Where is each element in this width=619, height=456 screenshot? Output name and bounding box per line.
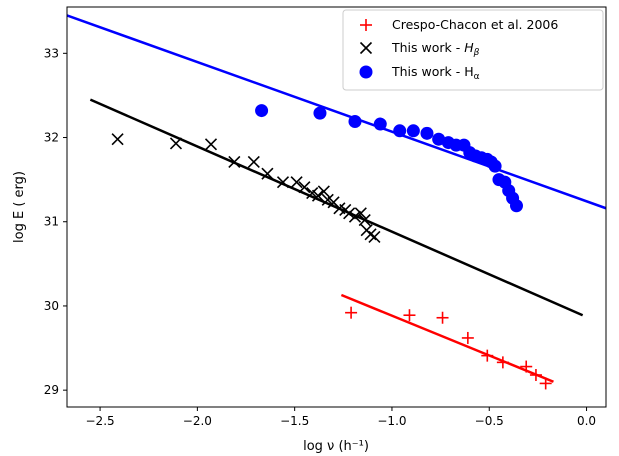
x-axis-label: log ν (h⁻¹) xyxy=(303,439,369,454)
series-halpha xyxy=(255,104,523,213)
legend-label-crespo: Crespo-Chacon et al. 2006 xyxy=(392,17,558,32)
data-point-halpha xyxy=(393,124,407,138)
data-point-crespo xyxy=(520,360,533,373)
y-tick-label: 29 xyxy=(44,383,59,397)
data-point-hbeta xyxy=(343,207,356,220)
data-point-halpha xyxy=(373,117,387,131)
x-tick-label: 0.0 xyxy=(577,414,596,428)
y-tick-label: 30 xyxy=(44,299,59,313)
data-point-hbeta xyxy=(317,185,330,198)
x-tick-label: −1.5 xyxy=(280,414,309,428)
data-point-halpha xyxy=(255,104,269,118)
x-axis-ticks: −2.5 −2.0 −1.5 −1.0 −0.5 0.0 xyxy=(86,407,596,428)
data-point-hbeta xyxy=(111,133,124,146)
data-point-hbeta xyxy=(228,155,241,169)
legend-hbeta-main: This work - xyxy=(391,40,464,55)
data-point-halpha xyxy=(313,106,327,120)
data-point-crespo xyxy=(529,369,542,381)
series-hbeta xyxy=(111,133,381,243)
y-axis-ticks: 29 30 31 32 33 xyxy=(44,46,67,397)
data-point-hbeta xyxy=(354,207,367,220)
legend-marker-hbeta xyxy=(359,41,373,55)
data-point-crespo xyxy=(403,309,416,322)
legend-marker-crespo xyxy=(360,19,372,31)
data-point-hbeta xyxy=(348,210,362,223)
legend-markers xyxy=(359,19,373,79)
x-tick-label: −2.5 xyxy=(86,414,115,428)
data-point-halpha xyxy=(406,124,420,138)
data-point-halpha xyxy=(509,199,523,213)
legend-halpha-main: This work - H xyxy=(391,64,474,79)
data-point-hbeta xyxy=(298,181,311,194)
fit-line-hbeta xyxy=(89,98,584,317)
data-point-crespo xyxy=(436,311,449,324)
x-tick-label: −1.0 xyxy=(377,414,406,428)
data-point-hbeta xyxy=(247,155,260,169)
legend-label-hbeta: This work - Hβ xyxy=(391,40,480,58)
legend: Crespo-Chacon et al. 2006 This work - Hβ… xyxy=(342,9,604,91)
series-crespo xyxy=(345,306,552,390)
y-tick-label: 33 xyxy=(44,46,59,60)
legend-label-halpha: This work - Hα xyxy=(391,64,480,82)
legend-frame xyxy=(342,9,604,91)
plot-frame xyxy=(66,6,607,408)
fit-line-halpha xyxy=(67,14,606,210)
data-point-hbeta xyxy=(311,189,325,202)
data-point-halpha xyxy=(420,126,434,140)
x-tick-label: −0.5 xyxy=(475,414,504,428)
fit-line-crespo xyxy=(340,293,554,383)
data-point-crespo xyxy=(481,349,494,362)
data-point-crespo xyxy=(496,356,509,369)
plot-area xyxy=(67,14,606,390)
data-point-hbeta xyxy=(290,176,303,189)
data-point-hbeta xyxy=(368,230,381,243)
data-point-crespo xyxy=(345,306,358,319)
data-point-halpha xyxy=(488,159,502,173)
legend-marker-halpha xyxy=(359,65,373,79)
data-point-hbeta xyxy=(358,213,371,227)
y-tick-label: 32 xyxy=(44,131,59,145)
y-axis-label: log E ( erg) xyxy=(12,171,27,243)
y-tick-label: 31 xyxy=(44,215,59,229)
data-point-hbeta xyxy=(169,137,183,150)
legend-halpha-sub: α xyxy=(474,72,480,82)
data-point-hbeta xyxy=(204,138,218,151)
plot-content xyxy=(67,14,606,390)
x-tick-label: −2.0 xyxy=(183,414,212,428)
data-point-crespo xyxy=(539,377,552,390)
data-point-crespo xyxy=(461,331,474,344)
data-point-hbeta xyxy=(261,167,274,180)
data-point-halpha xyxy=(348,115,362,129)
legend-hbeta-h: H xyxy=(464,40,474,55)
data-point-hbeta xyxy=(276,176,290,189)
legend-hbeta-sub: β xyxy=(473,48,480,58)
